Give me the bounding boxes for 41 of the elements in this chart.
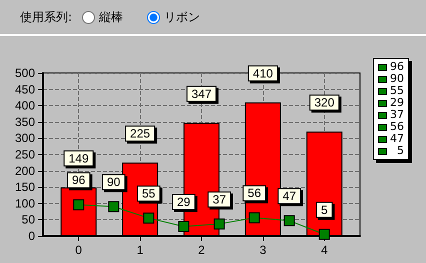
point — [284, 215, 295, 226]
y-tick-label: 400 — [14, 98, 36, 113]
data-label: 55 — [142, 186, 156, 201]
data-label: 29 — [177, 195, 191, 210]
text: 使用系列: — [20, 8, 72, 26]
point — [73, 199, 84, 210]
y-tick-label: 0 — [28, 229, 36, 243]
y-tick-label: 200 — [14, 164, 36, 178]
data-label: 5 — [321, 202, 328, 217]
data-label: 96 — [72, 173, 86, 188]
data-label: 56 — [248, 186, 262, 200]
x-tick-label: 2 — [198, 243, 206, 257]
value-list: 96 90 55 29 37 56 47 5 — [373, 58, 409, 160]
text: 縦棒 — [99, 8, 124, 26]
x-tick-label: 3 — [260, 243, 267, 257]
point — [318, 228, 330, 240]
x-tick-label: 0 — [75, 243, 82, 257]
data-label: 320 — [314, 96, 335, 110]
point — [214, 218, 225, 230]
data-label: 37 — [212, 192, 226, 206]
y-tick-label: 150 — [14, 180, 36, 194]
data-label: 347 — [191, 86, 212, 101]
y-tick-label: 500 — [14, 66, 36, 80]
y-tick-label: 250 — [14, 148, 36, 162]
text: リボン — [164, 8, 200, 26]
data-label: 47 — [282, 189, 296, 204]
point — [108, 201, 120, 212]
data-label: 225 — [130, 126, 150, 141]
y-tick-label: 300 — [14, 131, 36, 146]
point — [143, 212, 154, 224]
x-tick-label: 4 — [321, 243, 328, 257]
y-tick-label: 50 — [22, 212, 36, 227]
data-label: 149 — [68, 151, 89, 166]
data-label: 410 — [252, 66, 274, 80]
data-label: 90 — [106, 175, 121, 190]
y-tick-label: 350 — [14, 114, 36, 129]
y-tick-label: 450 — [14, 82, 36, 96]
point — [178, 221, 190, 232]
point — [248, 212, 260, 224]
x-tick-label: 1 — [136, 243, 144, 257]
y-tick-label: 100 — [14, 196, 36, 210]
